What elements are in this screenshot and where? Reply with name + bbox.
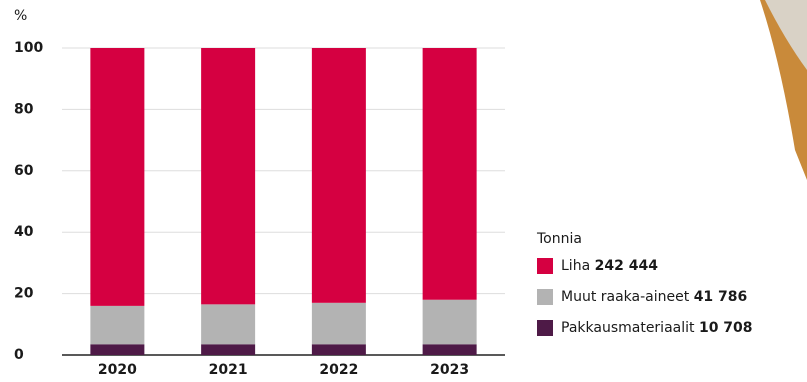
decor-image-top — [765, 0, 807, 70]
bar-segment — [90, 305, 145, 345]
y-tick-label: 60 — [14, 163, 34, 179]
bar-segment — [90, 344, 145, 355]
x-tick-label: 2023 — [430, 362, 469, 378]
legend-swatch — [537, 320, 553, 336]
legend-swatch — [537, 258, 553, 274]
bar-segment — [422, 344, 477, 355]
legend-total: 41 786 — [694, 289, 748, 305]
bar-segment — [201, 304, 256, 345]
legend-label: Muut raaka-aineet 41 786 — [561, 289, 747, 305]
legend-label: Liha 242 444 — [561, 258, 658, 274]
x-tick-label: 2022 — [319, 362, 358, 378]
bar-segment — [311, 48, 366, 303]
legend-name: Muut raaka-aineet — [561, 289, 690, 305]
y-tick-label: 20 — [14, 286, 34, 302]
legend-name: Liha — [561, 258, 590, 274]
legend-total: 242 444 — [595, 258, 659, 274]
bar-segment — [422, 299, 477, 345]
y-tick-label: 100 — [14, 40, 43, 56]
legend-label: Pakkausmateriaalit 10 708 — [561, 320, 753, 336]
legend-name: Pakkausmateriaalit — [561, 320, 695, 336]
x-tick-label: 2020 — [98, 362, 137, 378]
bar-segment — [201, 48, 256, 305]
legend-title: Tonnia — [536, 231, 582, 247]
bar-segment — [311, 344, 366, 355]
bar-segment — [90, 48, 145, 306]
legend-swatch — [537, 289, 553, 305]
legend-total: 10 708 — [699, 320, 753, 336]
x-tick-label: 2021 — [209, 362, 248, 378]
y-tick-label: 80 — [14, 101, 34, 117]
y-tick-label: 0 — [14, 347, 24, 363]
bar-segment — [311, 302, 366, 345]
bar-segment — [422, 48, 477, 300]
y-unit: % — [14, 8, 27, 24]
y-tick-label: 40 — [14, 224, 34, 240]
bar-segment — [201, 344, 256, 355]
